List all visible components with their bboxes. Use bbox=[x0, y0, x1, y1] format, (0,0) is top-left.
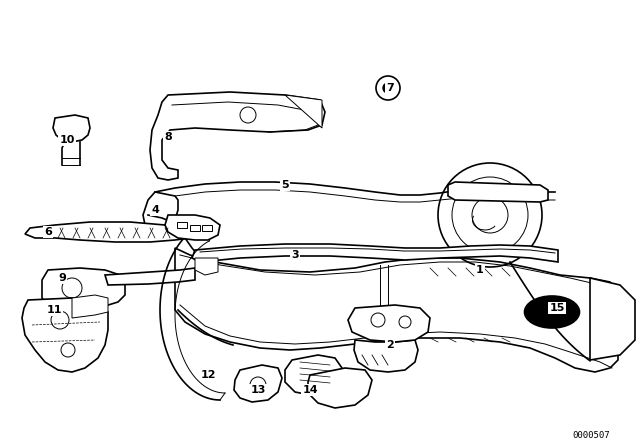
Text: 5: 5 bbox=[281, 180, 289, 190]
Polygon shape bbox=[105, 268, 195, 285]
Polygon shape bbox=[348, 305, 430, 342]
Text: 14: 14 bbox=[302, 385, 318, 395]
Text: 9: 9 bbox=[58, 273, 66, 283]
Polygon shape bbox=[165, 215, 220, 240]
Polygon shape bbox=[195, 258, 218, 275]
Polygon shape bbox=[234, 365, 282, 402]
Text: 11: 11 bbox=[46, 305, 61, 315]
Text: 1: 1 bbox=[476, 265, 484, 275]
Polygon shape bbox=[192, 244, 558, 262]
Polygon shape bbox=[448, 182, 548, 202]
Ellipse shape bbox=[525, 296, 579, 328]
Bar bbox=[202, 225, 212, 231]
Polygon shape bbox=[25, 222, 195, 242]
Text: 2: 2 bbox=[386, 340, 394, 350]
Polygon shape bbox=[590, 278, 635, 360]
Polygon shape bbox=[354, 340, 418, 372]
Polygon shape bbox=[150, 92, 325, 180]
Text: 15: 15 bbox=[549, 303, 564, 313]
Polygon shape bbox=[285, 355, 342, 395]
Polygon shape bbox=[285, 95, 322, 128]
Text: 8: 8 bbox=[164, 132, 172, 142]
Text: 10: 10 bbox=[60, 135, 75, 145]
Text: 4: 4 bbox=[151, 205, 159, 215]
Text: 3: 3 bbox=[291, 250, 299, 260]
Text: 13: 13 bbox=[250, 385, 266, 395]
Text: 7: 7 bbox=[386, 83, 394, 93]
Circle shape bbox=[383, 83, 393, 93]
Polygon shape bbox=[72, 295, 108, 318]
Text: 12: 12 bbox=[200, 370, 216, 380]
Bar bbox=[177, 222, 187, 228]
Polygon shape bbox=[42, 268, 125, 308]
Text: 0000507: 0000507 bbox=[572, 431, 610, 439]
Bar bbox=[190, 225, 200, 231]
Polygon shape bbox=[308, 368, 372, 408]
Polygon shape bbox=[143, 192, 178, 230]
Text: 6: 6 bbox=[44, 227, 52, 237]
Polygon shape bbox=[175, 248, 618, 372]
Polygon shape bbox=[22, 298, 108, 372]
Polygon shape bbox=[53, 115, 90, 142]
